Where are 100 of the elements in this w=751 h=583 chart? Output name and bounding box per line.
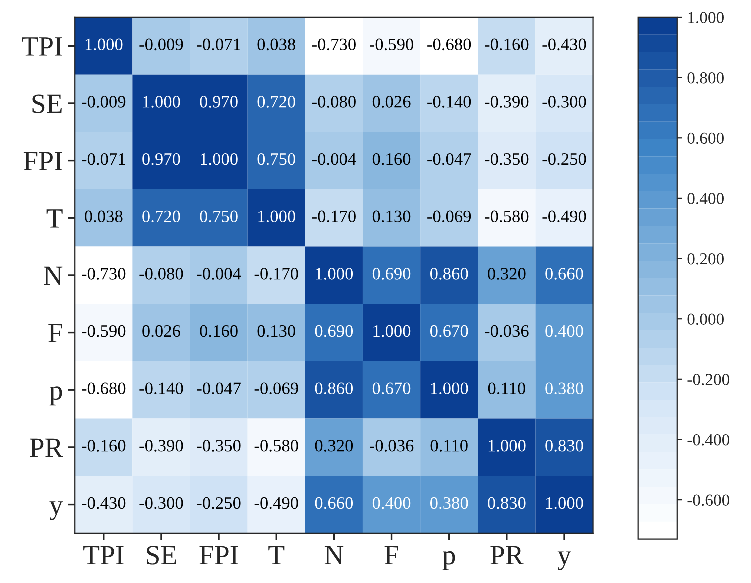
data-label: 1.000 [86, 38, 123, 51]
data-label: 0.380 [546, 382, 584, 395]
y-tick-label: F [48, 324, 62, 342]
data-label: -0.160 [82, 440, 126, 452]
data-label: 0.670 [372, 382, 411, 395]
data-label: 0.860 [315, 382, 354, 395]
color-bar-label: 1.000 [688, 12, 724, 24]
color-bar-label: 0.200 [688, 253, 724, 265]
data-label: 0.400 [546, 325, 584, 338]
data-label: -0.009 [140, 38, 184, 51]
data-label: -0.004 [312, 153, 356, 166]
data-label: -0.036 [485, 325, 529, 338]
data-label: -0.680 [82, 382, 126, 395]
data-label: 1.000 [143, 96, 180, 108]
data-label: 0.970 [142, 153, 180, 166]
data-label: 0.160 [200, 325, 238, 338]
x-tick-label: SE [147, 546, 176, 565]
x-tick-label: FPI [200, 546, 238, 565]
data-label: -0.069 [428, 210, 472, 223]
data-label: -0.390 [140, 440, 184, 452]
data-label: 0.320 [488, 268, 526, 280]
data-label: -0.590 [82, 325, 126, 338]
data-label: 0.380 [430, 497, 468, 510]
x-tick-label: p [442, 551, 456, 570]
y-tick-label: TPI [22, 38, 62, 56]
data-label: 1.000 [258, 210, 296, 223]
y-tick-label: N [44, 266, 63, 286]
data-label: 1.000 [546, 497, 584, 510]
data-label: 1.000 [431, 382, 468, 395]
data-label: 0.690 [372, 268, 411, 280]
data-label: -0.036 [370, 440, 414, 452]
y-tick-label: PR [30, 438, 64, 458]
data-label: 0.970 [200, 96, 238, 108]
data-label: 0.660 [315, 497, 354, 510]
data-label: -0.590 [370, 38, 414, 51]
data-label: -0.160 [485, 38, 529, 51]
data-label: -0.300 [140, 497, 184, 510]
data-label: 1.000 [316, 268, 354, 280]
data-label: -0.300 [542, 96, 586, 108]
color-bar-label: 0.600 [688, 132, 724, 144]
data-label: -0.069 [254, 382, 298, 395]
data-label: 0.690 [315, 325, 354, 338]
data-label: -0.071 [197, 38, 240, 51]
data-label: 0.830 [546, 440, 584, 452]
data-label: 0.720 [258, 96, 296, 108]
color-bar-label: 0.000 [688, 314, 724, 326]
data-label: -0.080 [312, 96, 356, 108]
data-label: -0.580 [254, 440, 298, 452]
data-label: 0.660 [546, 268, 584, 280]
y-tick-label: p [50, 386, 62, 406]
data-label: 0.670 [430, 325, 468, 338]
data-label: 0.110 [488, 382, 526, 395]
data-label: -0.350 [485, 153, 529, 166]
color-bar-label: -0.400 [688, 434, 730, 446]
color-bar-label: 0.400 [688, 193, 724, 204]
y-tick-label: y [50, 502, 64, 520]
data-label: -0.490 [542, 210, 586, 223]
data-label: 0.038 [258, 38, 296, 51]
data-label: -0.071 [82, 153, 126, 166]
data-label: -0.004 [197, 268, 242, 280]
data-label: -0.730 [312, 38, 356, 51]
data-label: -0.580 [485, 210, 529, 223]
data-label: -0.680 [428, 38, 472, 51]
x-tick-label: T [268, 546, 285, 565]
data-label: -0.250 [197, 497, 241, 510]
data-label: 0.110 [430, 440, 468, 452]
data-label: 0.160 [372, 153, 411, 166]
data-label: -0.009 [82, 96, 126, 108]
data-label: -0.490 [254, 497, 298, 510]
data-label: 0.830 [488, 497, 526, 510]
data-label: 0.130 [258, 325, 296, 338]
data-label: -0.140 [140, 382, 184, 395]
x-tick-label: TPI [84, 546, 124, 565]
color-bar-label: 0.800 [688, 72, 724, 84]
data-label: 0.400 [372, 497, 411, 510]
data-label: 1.000 [488, 440, 526, 452]
data-label: -0.170 [254, 268, 298, 280]
data-label: -0.047 [197, 382, 241, 395]
data-label: 1.000 [374, 325, 411, 338]
data-label: 0.860 [430, 268, 468, 280]
data-label: 0.320 [315, 440, 354, 452]
y-tick-label: SE [32, 94, 62, 114]
x-tick-label: PR [490, 546, 524, 565]
color-bar-label: -0.200 [688, 374, 730, 386]
data-label: 1.000 [201, 153, 238, 166]
data-label: -0.430 [542, 38, 586, 51]
x-tick-label: F [384, 546, 398, 565]
y-tick-label: T [46, 210, 63, 228]
data-label: -0.430 [82, 497, 126, 510]
data-label: -0.170 [312, 210, 356, 223]
color-bar-label: -0.600 [688, 494, 730, 506]
y-tick-label: FPI [24, 152, 62, 170]
data-label: 0.130 [372, 210, 411, 223]
data-label: -0.080 [140, 268, 184, 280]
data-label: 0.720 [142, 210, 180, 223]
data-label: 0.038 [85, 210, 123, 223]
data-label: 0.026 [142, 325, 180, 338]
data-label: -0.730 [82, 268, 126, 280]
data-label: -0.140 [428, 96, 472, 108]
data-label: -0.350 [197, 440, 241, 452]
